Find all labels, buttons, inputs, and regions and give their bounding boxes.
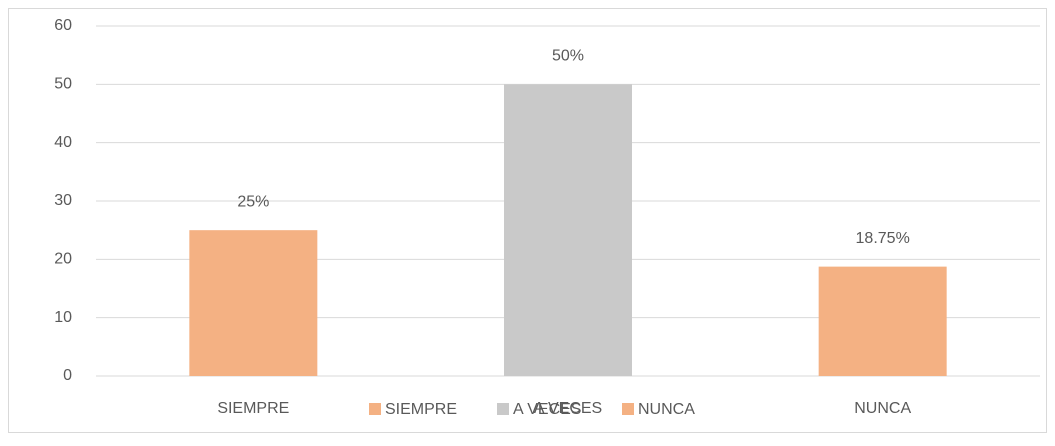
legend-swatch	[497, 403, 509, 415]
legend-label: A VECES	[513, 401, 581, 418]
legend-swatch	[369, 403, 381, 415]
bar	[189, 230, 318, 376]
x-tick-label: SIEMPRE	[217, 400, 289, 417]
y-tick-label: 0	[63, 367, 72, 384]
data-label: 25%	[237, 193, 269, 210]
data-label: 50%	[552, 48, 584, 65]
x-tick-label: NUNCA	[854, 400, 911, 417]
y-tick-label: 30	[54, 192, 72, 209]
y-tick-label: 60	[54, 17, 72, 34]
y-tick-label: 40	[54, 134, 72, 151]
data-label: 18.75%	[856, 230, 910, 247]
bar	[818, 266, 947, 376]
y-tick-label: 50	[54, 76, 72, 93]
y-tick-label: 20	[54, 251, 72, 268]
legend-swatch	[622, 403, 634, 415]
x-tick-label: A VECES	[534, 400, 602, 417]
y-tick-label: 10	[54, 309, 72, 326]
legend-label: SIEMPRE	[385, 401, 457, 418]
bar	[504, 84, 632, 376]
legend-label: NUNCA	[638, 401, 695, 418]
